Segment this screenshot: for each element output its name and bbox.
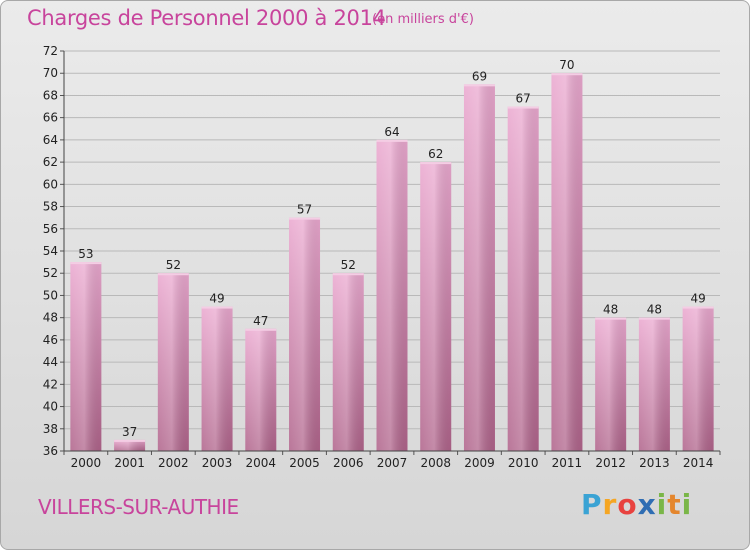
y-tick-label: 68 <box>43 88 58 102</box>
bar-highlight <box>463 84 495 451</box>
bar-top-edge <box>376 139 408 142</box>
y-tick-label: 60 <box>43 177 58 191</box>
y-tick-label: 40 <box>43 400 58 414</box>
bar-top-edge <box>420 162 452 165</box>
y-tick-label: 66 <box>43 111 58 125</box>
x-tick-label: 2002 <box>158 456 189 470</box>
x-tick-label: 2007 <box>377 456 408 470</box>
data-label: 53 <box>78 247 93 261</box>
data-label: 48 <box>647 303 662 317</box>
bars: 53 37 52 49 47 57 52 64 62 69 67 70 48 48 49 <box>70 58 714 452</box>
bar-highlight <box>157 273 189 451</box>
data-label: 52 <box>341 258 356 272</box>
data-label: 69 <box>472 69 487 83</box>
bar-top-edge <box>682 306 714 309</box>
axes: 36 38 40 42 44 46 48 50 52 54 56 58 60 62 64 66 68 70 72 20… <box>43 44 721 470</box>
x-tick-label: 2013 <box>639 456 670 470</box>
bar-highlight <box>114 439 146 451</box>
bar-highlight <box>70 262 102 451</box>
data-label: 52 <box>166 258 181 272</box>
data-label: 70 <box>559 58 574 72</box>
x-tick-label: 2006 <box>333 456 364 470</box>
x-tick-label: 2000 <box>71 456 102 470</box>
bar-highlight <box>289 217 321 451</box>
bar-highlight <box>332 273 364 451</box>
bar-highlight <box>551 73 583 451</box>
bar-highlight <box>376 139 408 451</box>
data-label: 62 <box>428 147 443 161</box>
data-label: 67 <box>516 92 531 106</box>
bar-highlight <box>420 162 452 451</box>
x-tick-label: 2003 <box>202 456 233 470</box>
bar-top-edge <box>463 84 495 87</box>
proxiti-logo[interactable]: Proxiti <box>581 488 693 521</box>
bar-highlight <box>682 306 714 451</box>
bar-top-edge <box>507 106 539 109</box>
y-tick-label: 52 <box>43 266 58 280</box>
x-tick-label: 2004 <box>246 456 277 470</box>
bar-highlight <box>201 306 233 451</box>
data-label: 49 <box>209 292 224 306</box>
y-tick-label: 70 <box>43 66 58 80</box>
x-tick-label: 2012 <box>595 456 626 470</box>
bar-top-edge <box>289 217 321 220</box>
y-tick-label: 54 <box>43 244 58 258</box>
x-tick-label: 2001 <box>114 456 145 470</box>
y-tick-label: 56 <box>43 222 58 236</box>
bar-highlight <box>245 328 277 451</box>
place-name: VILLERS-SUR-AUTHIE <box>38 495 239 519</box>
data-label: 37 <box>122 425 137 439</box>
y-tick-label: 38 <box>43 422 58 436</box>
chart-title: Charges de Personnel 2000 à 2014 <box>27 6 386 30</box>
y-tick-label: 46 <box>43 333 58 347</box>
y-tick-label: 50 <box>43 288 58 302</box>
bar-top-edge <box>201 306 233 309</box>
data-label: 47 <box>253 314 268 328</box>
bar-top-edge <box>114 439 146 442</box>
bar-top-edge <box>638 317 670 320</box>
bar-top-edge <box>551 73 583 76</box>
y-tick-label: 42 <box>43 377 58 391</box>
x-tick-label: 2008 <box>420 456 451 470</box>
data-label: 48 <box>603 303 618 317</box>
bar-top-edge <box>332 273 364 276</box>
data-label: 64 <box>384 125 399 139</box>
x-tick-label: 2010 <box>508 456 539 470</box>
bar-top-edge <box>245 328 277 331</box>
bar-highlight <box>595 317 627 451</box>
x-tick-label: 2011 <box>552 456 583 470</box>
bar-top-edge <box>595 317 627 320</box>
y-tick-label: 64 <box>43 133 58 147</box>
y-tick-label: 36 <box>43 444 58 458</box>
bar-top-edge <box>70 262 102 265</box>
bar-highlight <box>507 106 539 452</box>
x-tick-label: 2005 <box>289 456 320 470</box>
x-tick-label: 2009 <box>464 456 495 470</box>
data-label: 49 <box>690 292 705 306</box>
x-tick-label: 2014 <box>683 456 714 470</box>
y-tick-label: 72 <box>43 44 58 58</box>
y-tick-label: 48 <box>43 311 58 325</box>
y-tick-label: 44 <box>43 355 58 369</box>
y-tick-label: 62 <box>43 155 58 169</box>
bar-top-edge <box>157 273 189 276</box>
data-label: 57 <box>297 203 312 217</box>
y-tick-label: 58 <box>43 200 58 214</box>
chart-subtitle: (en milliers d'€) <box>372 12 474 27</box>
bar-highlight <box>638 317 670 451</box>
